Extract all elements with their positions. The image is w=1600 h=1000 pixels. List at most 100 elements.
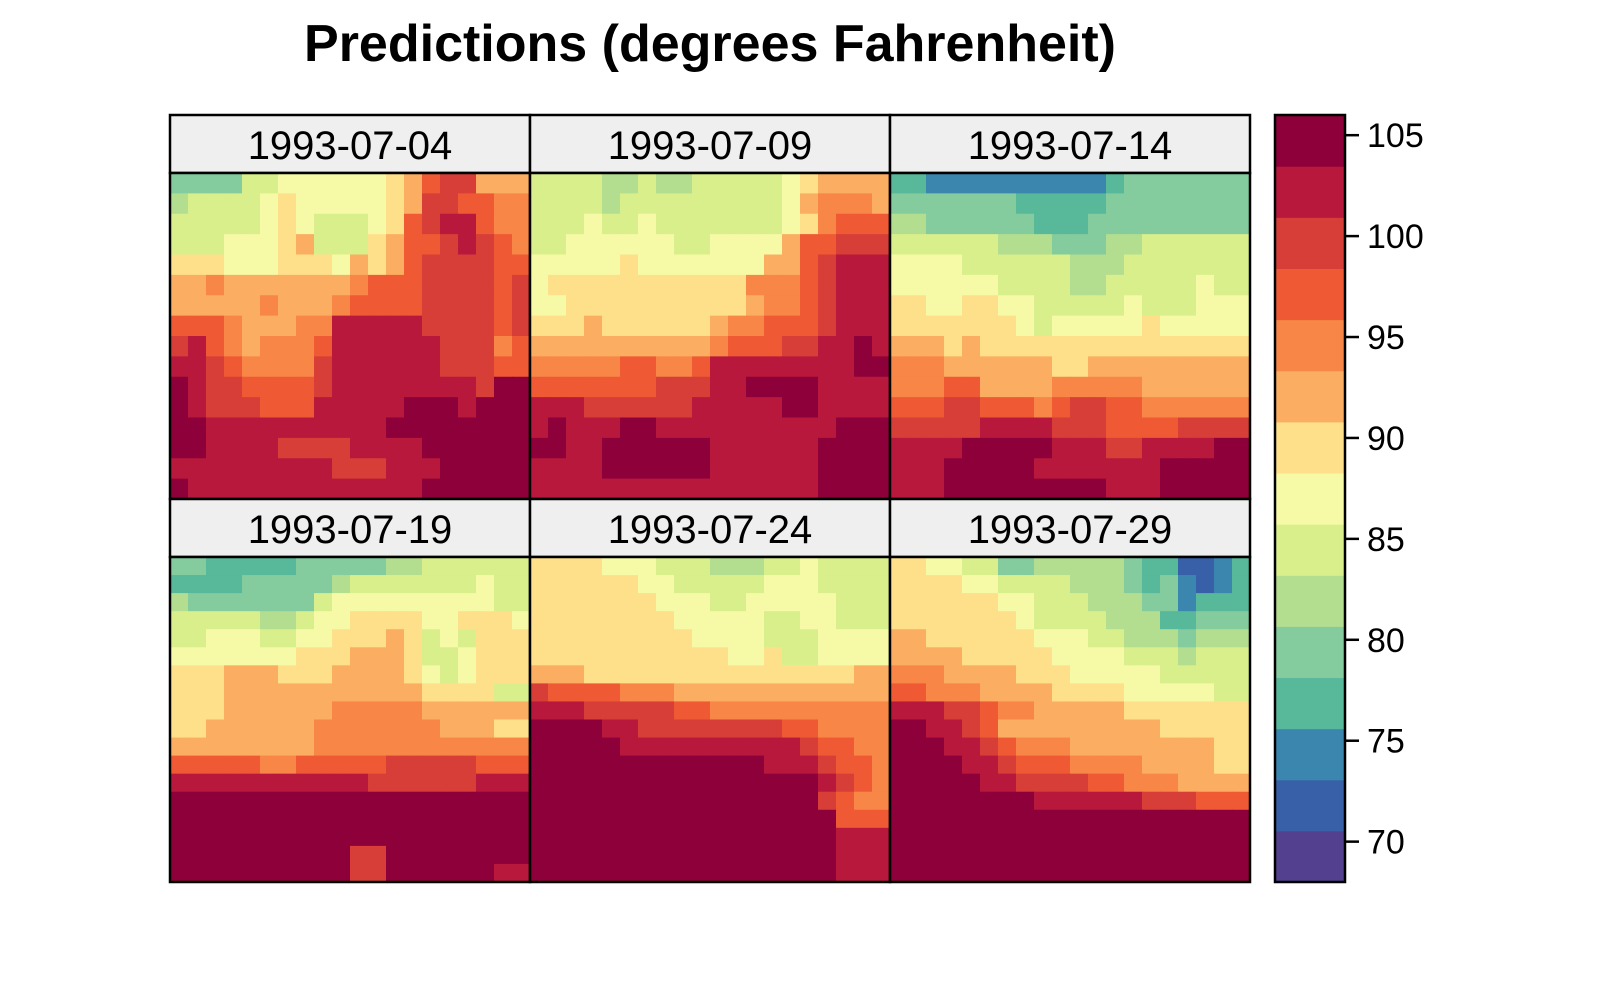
heat-cell — [1232, 647, 1251, 666]
heat-cell — [638, 417, 657, 439]
heat-cell — [764, 376, 783, 398]
heat-cell — [1214, 417, 1233, 439]
heat-cell — [1124, 213, 1143, 235]
heat-cell — [746, 683, 765, 703]
heat-cell — [386, 437, 405, 459]
heat-cell — [170, 791, 189, 811]
heat-cell — [1196, 254, 1215, 276]
heat-cell — [242, 213, 261, 235]
heat-cell — [170, 376, 189, 398]
heat-cell — [944, 611, 963, 630]
heat-cell — [278, 315, 297, 337]
heat-cell — [1070, 773, 1089, 793]
heat-cell — [728, 213, 747, 235]
heat-cell — [620, 737, 639, 757]
heat-cell — [890, 397, 909, 419]
heat-cell — [332, 665, 351, 684]
heat-cell — [998, 376, 1017, 398]
heat-cell — [494, 173, 513, 194]
heat-cell — [944, 173, 963, 194]
heat-cell — [944, 417, 963, 439]
heat-cell — [296, 478, 315, 500]
heat-cell — [1196, 665, 1215, 684]
heat-cell — [260, 458, 279, 480]
heat-cell — [728, 234, 747, 256]
heat-cell — [872, 315, 891, 337]
heat-cell — [980, 356, 999, 378]
heat-cell — [1052, 629, 1071, 648]
heat-cell — [440, 274, 459, 296]
heat-cell — [350, 193, 369, 215]
heat-cell — [620, 274, 639, 296]
heat-cell — [584, 417, 603, 439]
heat-cell — [242, 593, 261, 612]
heat-cell — [800, 478, 819, 500]
heat-cell — [386, 376, 405, 398]
heat-cell — [638, 356, 657, 378]
heat-cell — [188, 719, 207, 739]
heat-cell — [890, 575, 909, 594]
heat-cell — [242, 478, 261, 500]
heat-cell — [350, 827, 369, 847]
heat-cell — [1160, 791, 1179, 811]
heat-cell — [512, 274, 531, 296]
heat-cell — [854, 213, 873, 235]
heat-cell — [566, 629, 585, 648]
heat-cell — [584, 593, 603, 612]
heat-cell — [476, 629, 495, 648]
heat-cell — [566, 173, 585, 194]
heat-cell — [746, 593, 765, 612]
heat-cell — [962, 827, 981, 847]
heat-cell — [908, 809, 927, 829]
heat-cell — [458, 755, 477, 775]
heat-cell — [332, 356, 351, 378]
heat-cell — [1070, 629, 1089, 648]
heat-cell — [854, 557, 873, 576]
heat-cell — [512, 213, 531, 235]
heat-cell — [206, 315, 225, 337]
heat-cell — [908, 863, 927, 883]
heat-cell — [800, 254, 819, 276]
heat-cell — [980, 234, 999, 256]
heat-cell — [440, 575, 459, 594]
heat-cell — [620, 234, 639, 256]
heat-cell — [458, 845, 477, 865]
heat-cell — [512, 647, 531, 666]
panel-1993-07-29: 1993-07-29 — [888, 497, 1252, 884]
heat-cell — [692, 719, 711, 739]
heat-cell — [494, 397, 513, 419]
heat-cell — [1178, 437, 1197, 459]
heat-cell — [296, 683, 315, 703]
heat-cell — [512, 173, 531, 194]
heat-cell — [890, 376, 909, 398]
heat-cell — [1052, 417, 1071, 439]
heat-cell — [800, 809, 819, 829]
heat-cell — [404, 845, 423, 865]
heat-cell — [1106, 173, 1125, 194]
heat-cell — [764, 737, 783, 757]
heat-cell — [746, 629, 765, 648]
heat-cell — [1034, 629, 1053, 648]
heat-cell — [1196, 173, 1215, 194]
heat-cell — [1106, 773, 1125, 793]
heat-cell — [998, 827, 1017, 847]
heat-cell — [692, 315, 711, 337]
heat-cell — [710, 397, 729, 419]
heat-cell — [188, 845, 207, 865]
heat-cell — [314, 773, 333, 793]
heat-cell — [278, 827, 297, 847]
heat-cell — [386, 397, 405, 419]
heat-cell — [980, 827, 999, 847]
heat-cell — [332, 845, 351, 865]
heat-cell — [350, 665, 369, 684]
heat-cell — [746, 719, 765, 739]
heat-cell — [1070, 809, 1089, 829]
heat-cell — [962, 376, 981, 398]
heat-cell — [476, 478, 495, 500]
heat-cell — [908, 791, 927, 811]
heat-cell — [368, 376, 387, 398]
heat-cell — [440, 336, 459, 357]
heat-cell — [170, 295, 189, 317]
heat-cell — [944, 827, 963, 847]
heat-cell — [746, 173, 765, 194]
